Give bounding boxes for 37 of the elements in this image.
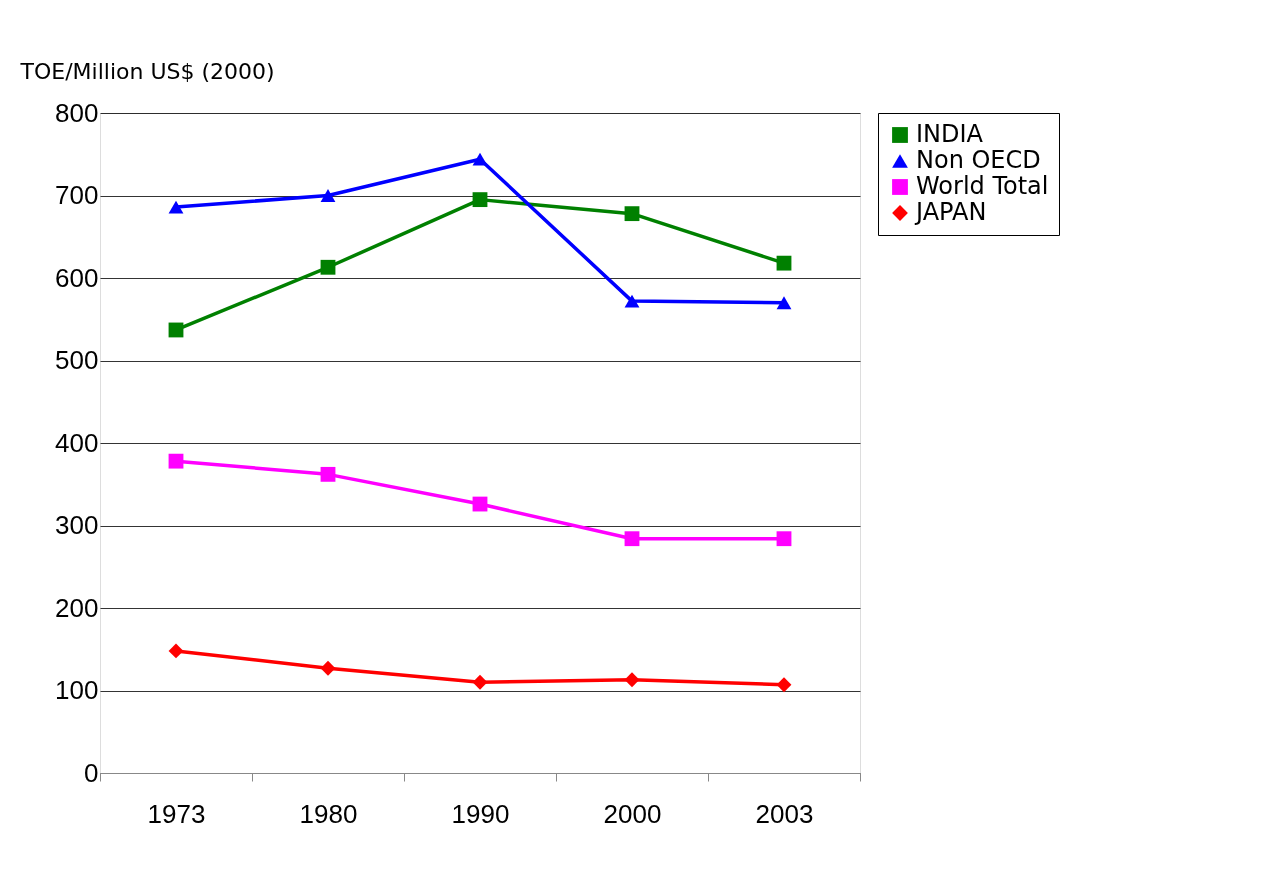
point (472, 152, 488, 166)
legend-label: JAPAN (914, 198, 987, 226)
y-tick-label: 200 (55, 592, 99, 623)
x-tick-label: 1980 (299, 798, 358, 829)
point (776, 296, 792, 310)
legend-label: World Total (916, 172, 1049, 200)
legend-label: INDIA (916, 120, 984, 148)
y-tick-label: 400 (55, 427, 99, 458)
point (776, 677, 792, 693)
point (472, 192, 488, 208)
point (320, 466, 336, 482)
point (624, 672, 640, 688)
y-axis-title: TOE/Million US$ (2000) (19, 58, 275, 84)
y-tick-label: 500 (55, 345, 99, 375)
point (320, 660, 336, 676)
point (624, 531, 640, 547)
point (624, 294, 640, 308)
point (168, 453, 184, 469)
point (776, 255, 792, 271)
x-tick-label: 2003 (755, 798, 814, 829)
point (168, 200, 184, 214)
y-tick-label: 300 (55, 510, 99, 540)
x-tick-label: 1990 (451, 798, 510, 829)
point (776, 531, 792, 547)
point (320, 259, 336, 275)
y-tick-label: 0 (84, 757, 99, 788)
point (624, 206, 640, 222)
y-tick-label: 600 (55, 262, 99, 293)
x-tick-label: 2000 (603, 798, 662, 829)
point (320, 189, 336, 202)
legend-label: Non OECD (916, 146, 1041, 174)
y-tick-label: 800 (55, 97, 99, 128)
point (168, 643, 184, 659)
point (472, 674, 488, 690)
y-tick-label: 700 (55, 180, 99, 210)
x-tick-label: 1973 (147, 798, 206, 829)
y-tick-label: 100 (55, 675, 99, 705)
